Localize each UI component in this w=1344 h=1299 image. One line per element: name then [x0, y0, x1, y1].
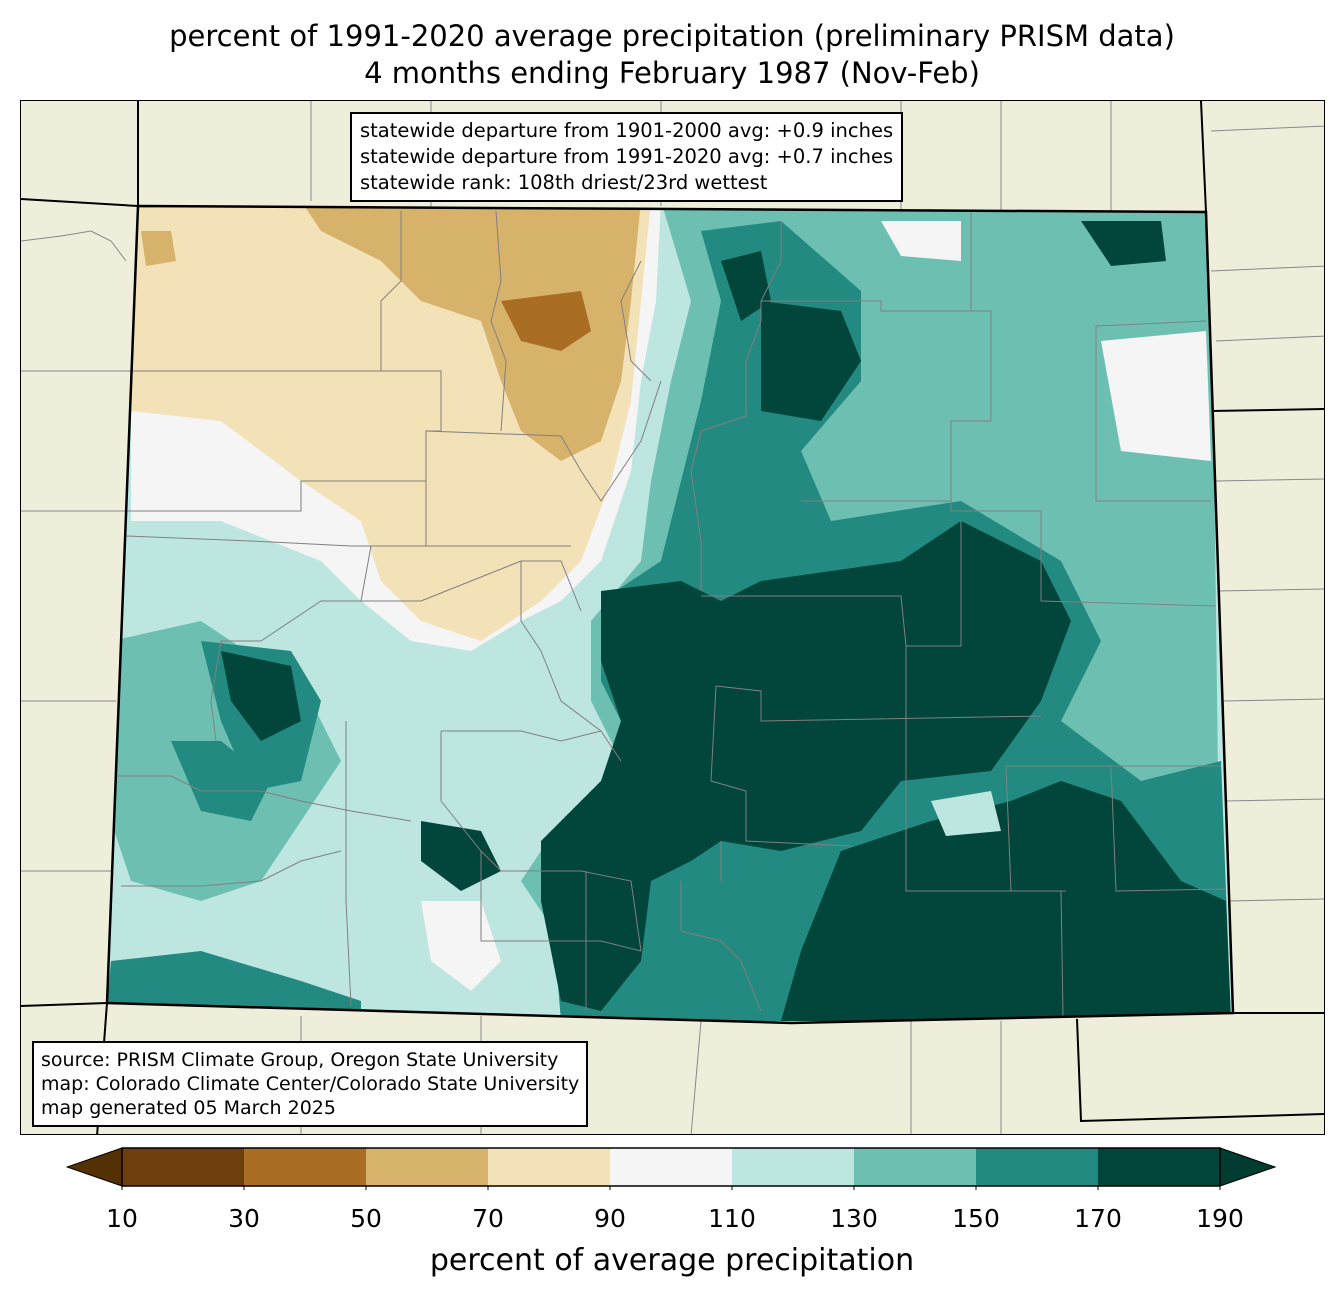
- colorbar-tick-label: 10: [106, 1204, 138, 1233]
- precipitation-map: [21, 101, 1324, 1134]
- colorbar-tick-label: 30: [228, 1204, 260, 1233]
- colorbar: [66, 1147, 1277, 1190]
- colorbar-frame: [121, 1147, 1221, 1187]
- colorbar-bin: [366, 1148, 488, 1186]
- colorado-border: [105, 204, 1235, 1025]
- colorbar-bin: [732, 1148, 854, 1186]
- colorbar-bin: [122, 1148, 244, 1186]
- colorbar-bin: [244, 1148, 366, 1186]
- map-title: percent of 1991-2020 average precipitati…: [169, 19, 1175, 53]
- colorbar-tick-label: 90: [594, 1204, 626, 1233]
- colorbar-tick-label: 170: [1074, 1204, 1122, 1233]
- colorbar-over-arrow: [1219, 1147, 1277, 1187]
- colorbar-bin: [488, 1148, 610, 1186]
- stats-departure-1991: statewide departure from 1991-2020 avg: …: [360, 145, 894, 168]
- credit-source: source: PRISM Climate Group, Oregon Stat…: [41, 1049, 559, 1071]
- credits-box: source: PRISM Climate Group, Oregon Stat…: [32, 1041, 589, 1127]
- colorbar-tick-label: 70: [472, 1204, 504, 1233]
- map-subtitle: 4 months ending February 1987 (Nov-Feb): [364, 56, 980, 90]
- colorbar-under-arrow: [66, 1147, 123, 1187]
- colorbar-bin: [976, 1148, 1098, 1186]
- colorbar-tick-label: 110: [708, 1204, 756, 1233]
- stats-departure-1901: statewide departure from 1901-2000 avg: …: [360, 119, 894, 142]
- credit-generated: map generated 05 March 2025: [41, 1097, 336, 1119]
- colorbar-bin: [854, 1148, 976, 1186]
- colorbar-bin: [1098, 1148, 1220, 1186]
- stats-rank: statewide rank: 108th driest/23rd wettes…: [360, 171, 768, 194]
- colorbar-tick-label: 130: [830, 1204, 878, 1233]
- credit-map: map: Colorado Climate Center/Colorado St…: [41, 1073, 580, 1095]
- colorbar-tick-label: 150: [952, 1204, 1000, 1233]
- county-lines: [111, 210, 1227, 1017]
- colorbar-tick-label: 50: [350, 1204, 382, 1233]
- statewide-stats-box: statewide departure from 1901-2000 avg: …: [350, 112, 904, 202]
- precipitation-fill: [107, 206, 1233, 1023]
- colorbar-tick-label: 190: [1196, 1204, 1244, 1233]
- map-area[interactable]: [20, 100, 1325, 1135]
- colorbar-label: percent of average precipitation: [429, 1243, 915, 1278]
- colorbar-bin: [610, 1148, 732, 1186]
